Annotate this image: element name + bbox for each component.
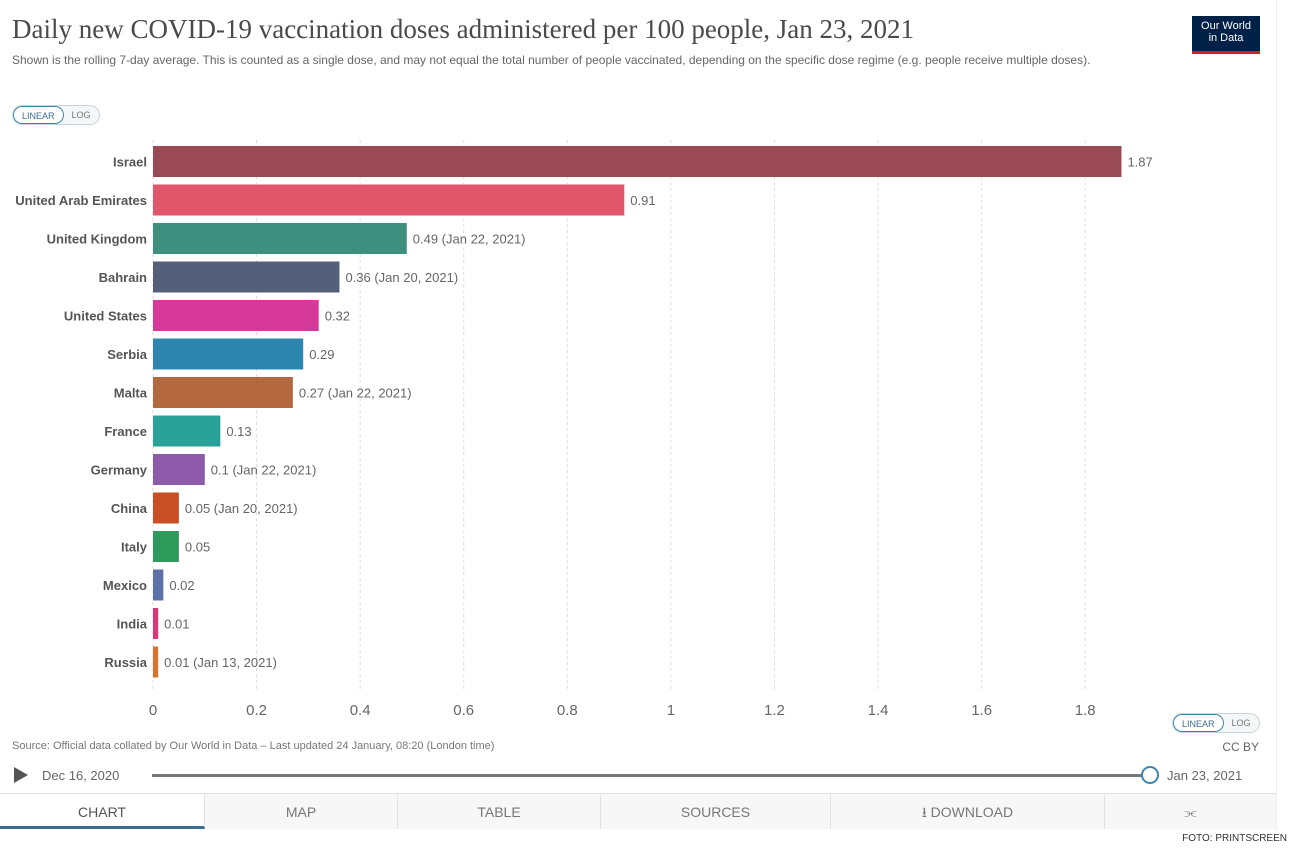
bar [153,223,407,254]
timeline: Dec 16, 2020 Jan 23, 2021 [12,764,1272,786]
value-label: 0.05 [185,540,210,555]
linear-scale-button[interactable]: LINEAR [13,106,64,124]
category-label: China [111,501,148,516]
value-label: 1.87 [1127,155,1152,170]
logo-line-2: in Data [1208,32,1244,44]
bar [153,184,625,216]
category-label: Israel [113,155,147,170]
tab-map[interactable]: MAP [205,794,398,829]
timeline-handle[interactable] [1141,766,1159,784]
value-label: 0.05 (Jan 20, 2021) [185,501,298,516]
source-note: Source: Official data collated by Our Wo… [12,740,495,752]
category-label: United States [64,309,147,324]
category-label: Italy [121,540,148,555]
x-tick-label: 0.2 [246,702,267,719]
owid-logo[interactable]: Our World in Data [1192,16,1260,54]
download-icon: ⭳ [921,804,927,820]
log-scale-button-bottom[interactable]: LOG [1231,718,1251,728]
bar [153,531,179,562]
category-label: Mexico [103,578,147,593]
value-label: 0.13 [226,424,251,439]
x-tick-label: 1.6 [971,702,992,719]
tab-chart[interactable]: CHART [0,794,205,829]
x-tick-label: 0 [149,702,157,719]
tab-bar: CHART MAP TABLE SOURCES ⭳ DOWNLOAD ⫘ [0,793,1276,829]
value-label: 0.32 [325,309,350,324]
category-label: India [117,617,148,632]
play-icon[interactable] [14,767,28,783]
bar [153,569,164,601]
value-label: 0.91 [630,193,655,208]
tab-sources[interactable]: SOURCES [601,794,831,829]
category-label: Serbia [107,347,148,362]
share-icon: ⫘ [1184,804,1197,820]
bar-chart: 0 0.2 0.4 0.6 0.8 1 1.2 1.4 1.6 1.8 Israel 1.87 Unit… [15,140,1153,719]
x-tick-label: 1.8 [1075,702,1096,719]
chart-title: Daily new COVID-19 vaccination doses adm… [12,14,915,44]
bar [153,377,293,408]
category-label: Bahrain [99,270,147,285]
bar [153,608,159,639]
value-label: 0.1 (Jan 22, 2021) [211,463,317,478]
bar [153,146,1122,177]
scale-toggle-bottom: LINEAR LOG [1172,713,1260,733]
value-label: 0.01 [164,617,189,632]
value-label: 0.02 [169,578,194,593]
x-tick-label: 1 [667,702,675,719]
x-tick-label: 0.6 [453,702,474,719]
category-label: United Kingdom [47,232,147,247]
category-label: Germany [91,463,148,478]
tab-table[interactable]: TABLE [398,794,601,829]
timeline-start-date: Dec 16, 2020 [42,768,120,783]
category-label: United Arab Emirates [15,193,147,208]
bar [153,646,159,678]
chart-subtitle: Shown is the rolling 7-day average. This… [12,53,1091,67]
bar [153,338,304,370]
category-label: Malta [114,386,148,401]
x-tick-label: 0.8 [557,702,578,719]
photo-credit: FOTO: PRINTSCREEN [1182,833,1287,844]
bar [153,415,221,447]
category-label: Russia [104,655,147,670]
tab-download-label: DOWNLOAD [930,804,1014,820]
right-divider [1276,0,1277,830]
bar [153,261,340,293]
bar [153,454,205,485]
log-scale-button[interactable]: LOG [71,110,91,120]
linear-scale-button-bottom[interactable]: LINEAR [1173,714,1224,732]
value-label: 0.01 (Jan 13, 2021) [164,655,277,670]
x-tick-label: 1.2 [764,702,785,719]
scale-toggle-top: LINEAR LOG [12,105,100,125]
tab-download[interactable]: ⭳ DOWNLOAD [831,794,1105,829]
timeline-track[interactable] [152,774,1150,777]
category-label: France [104,424,147,439]
logo-line-1: Our World [1201,20,1251,32]
x-tick-label: 0.4 [350,702,371,719]
value-label: 0.29 [309,347,334,362]
value-label: 0.27 (Jan 22, 2021) [299,386,412,401]
license-link[interactable]: CC BY [1222,740,1259,754]
timeline-end-date: Jan 23, 2021 [1167,768,1243,783]
bar [153,492,179,524]
value-label: 0.36 (Jan 20, 2021) [345,270,458,285]
share-button[interactable]: ⫘ [1105,794,1276,829]
value-label: 0.49 (Jan 22, 2021) [413,232,526,247]
x-tick-label: 1.4 [868,702,889,719]
bar [153,300,319,331]
